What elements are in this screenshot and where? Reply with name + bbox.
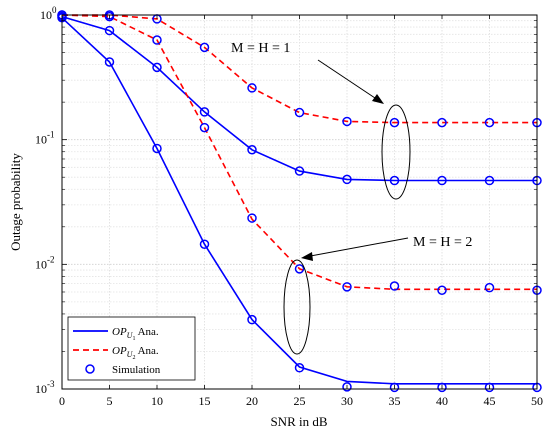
simulation-point-u1_h1 — [247, 145, 257, 155]
simulation-point-u2_h2 — [342, 282, 352, 292]
legend-swatch-simulation — [85, 364, 95, 374]
series-line-u2_h1 — [62, 14, 537, 124]
x-tick-label: 45 — [484, 394, 496, 408]
simulation-point-u1_h2 — [199, 239, 210, 249]
legend-label-u1: OPU1 Ana. — [112, 326, 159, 342]
simulation-point-u2_h2 — [484, 282, 495, 293]
annotation-mh1-arrow — [317, 59, 382, 103]
simulation-point-u1_h1 — [437, 175, 447, 186]
x-tick-label: 30 — [341, 394, 353, 408]
simulation-point-u2_h2 — [247, 213, 257, 223]
y-axis-label: Outage probability — [8, 153, 23, 251]
simulation-point-u1_h1 — [294, 166, 305, 176]
x-axis-label: SNR in dB — [270, 414, 327, 429]
simulation-point-u1_h2 — [247, 314, 257, 325]
simulation-point-u2_h1 — [484, 117, 495, 128]
annotation-mh2-ellipse — [283, 259, 311, 355]
series-line-u1_h1 — [61, 15, 537, 182]
x-tick-label: 40 — [436, 394, 448, 408]
annotation-mh2: M = H = 2 — [283, 235, 472, 355]
simulation-point-u1_h1 — [104, 25, 115, 36]
x-tick-label: 10 — [151, 394, 163, 408]
simulation-point-u1_h2 — [437, 382, 447, 393]
annotation-mh1-label: M = H = 1 — [231, 41, 290, 56]
x-tick-label: 15 — [199, 394, 211, 408]
x-tick-labels: 0 5 10 15 20 25 30 35 40 45 50 — [59, 15, 543, 408]
simulation-point-u1_h2 — [294, 363, 305, 373]
simulation-point-u1_h2 — [342, 382, 352, 392]
y-tick-label: 10-3 — [35, 379, 55, 396]
simulation-point-u1_h1 — [152, 62, 162, 73]
y-tick-label: 100 — [40, 5, 57, 22]
simulation-point-u2_h2 — [152, 35, 162, 45]
y-tick-label: 10-1 — [35, 130, 55, 147]
x-tick-label: 35 — [389, 394, 401, 408]
x-tick-label: 25 — [294, 394, 306, 408]
simulation-point-u2_h1 — [247, 83, 257, 93]
simulation-point-u1_h2 — [484, 382, 495, 393]
simulation-point-u1_h2 — [152, 143, 162, 154]
simulation-point-u1_h1 — [484, 175, 495, 186]
annotation-mh2-arrow — [304, 237, 409, 258]
series-layer — [61, 14, 537, 385]
annotation-mh1-ellipse — [381, 104, 411, 200]
y-tick-label: 10-2 — [35, 254, 55, 271]
simulation-point-u2_h1 — [389, 117, 400, 128]
simulation-point-u2_h2 — [294, 264, 305, 274]
series-line-u2_h2 — [61, 14, 537, 291]
simulation-point-u2_h1 — [437, 117, 447, 128]
annotation-mh1-arrowhead — [372, 94, 384, 104]
simulation-point-u1_h2 — [389, 382, 400, 393]
simulation-point-u2_h2 — [389, 281, 400, 291]
simulation-point-u2_h2 — [437, 285, 447, 295]
legend-box — [67, 316, 196, 381]
simulation-point-u2_h2 — [199, 122, 210, 133]
simulation-point-u2_h2 — [104, 11, 115, 22]
x-tick-label: 50 — [531, 394, 543, 408]
simulation-point-u1_h1 — [342, 174, 352, 185]
series-line-u1_h2 — [61, 17, 537, 385]
x-tick-label: 20 — [246, 394, 258, 408]
simulation-point-u1_h1 — [389, 175, 400, 186]
simulation-point-u1_h1 — [199, 107, 210, 117]
x-tick-label: 5 — [107, 394, 113, 408]
simulation-point-u2_h1 — [342, 116, 352, 127]
simulation-point-u2_h1 — [199, 42, 210, 53]
legend-label-simulation: Simulation — [112, 364, 161, 376]
simulation-point-u1_h2 — [104, 57, 115, 67]
annotation-mh1: M = H = 1 — [231, 41, 411, 200]
legend-label-u2: OPU2 Ana. — [112, 345, 159, 361]
y-tick-labels: 100 10-1 10-2 10-3 — [35, 5, 537, 396]
annotation-mh2-arrowhead — [301, 252, 313, 261]
legend: OPU1 Ana. OPU2 Ana. Simulation — [67, 316, 196, 381]
simulation-point-u2_h1 — [294, 107, 305, 118]
annotation-mh2-label: M = H = 2 — [413, 235, 472, 250]
x-tick-label: 0 — [59, 394, 65, 408]
